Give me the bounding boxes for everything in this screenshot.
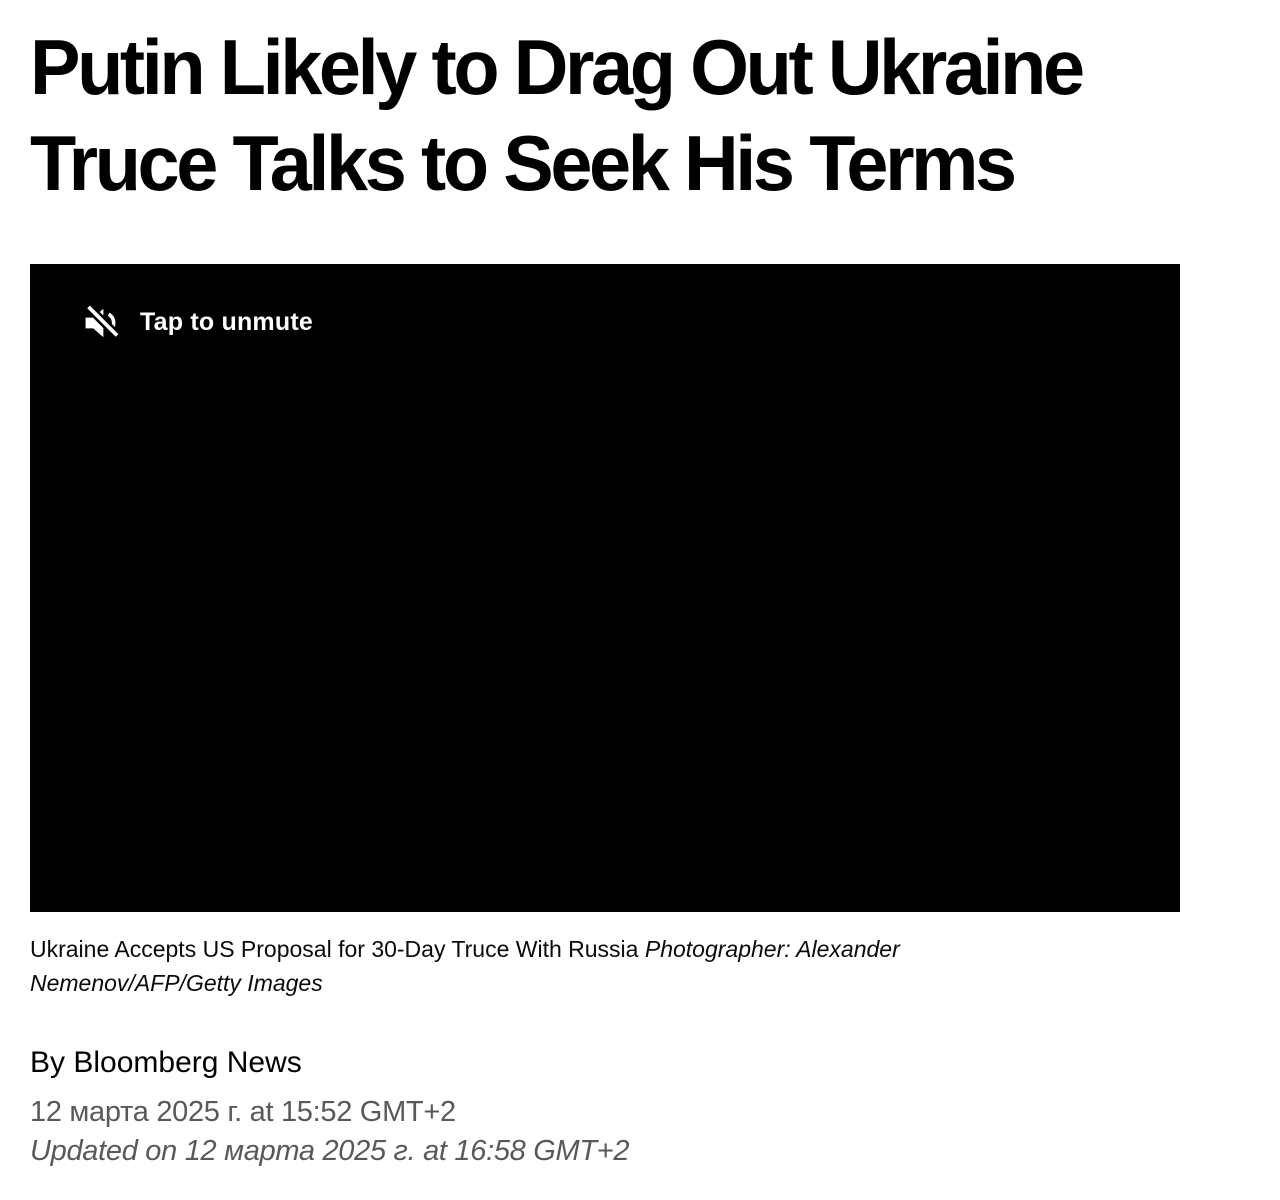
unmute-button[interactable]: Tap to unmute — [82, 303, 313, 342]
article-headline: Putin Likely to Drag Out Ukraine Truce T… — [30, 23, 1085, 207]
byline: By Bloomberg News — [30, 1045, 302, 1079]
video-caption: Ukraine Accepts US Proposal for 30-Day T… — [30, 932, 1095, 1000]
updated-timestamp: Updated on 12 марта 2025 г. at 16:58 GMT… — [30, 1134, 630, 1167]
byline-block: By Bloomberg News 12 марта 2025 г. at 15… — [30, 1046, 1235, 1168]
muted-speaker-icon — [82, 303, 120, 342]
published-timestamp: 12 марта 2025 г. at 15:52 GMT+2 — [30, 1095, 456, 1128]
video-player[interactable]: Tap to unmute — [30, 263, 1180, 912]
photo-credit: Photographer: Alexander Nemenov/AFP/Gett… — [30, 935, 900, 996]
unmute-label: Tap to unmute — [140, 308, 313, 337]
caption-text: Ukraine Accepts US Proposal for 30-Day T… — [30, 935, 645, 962]
